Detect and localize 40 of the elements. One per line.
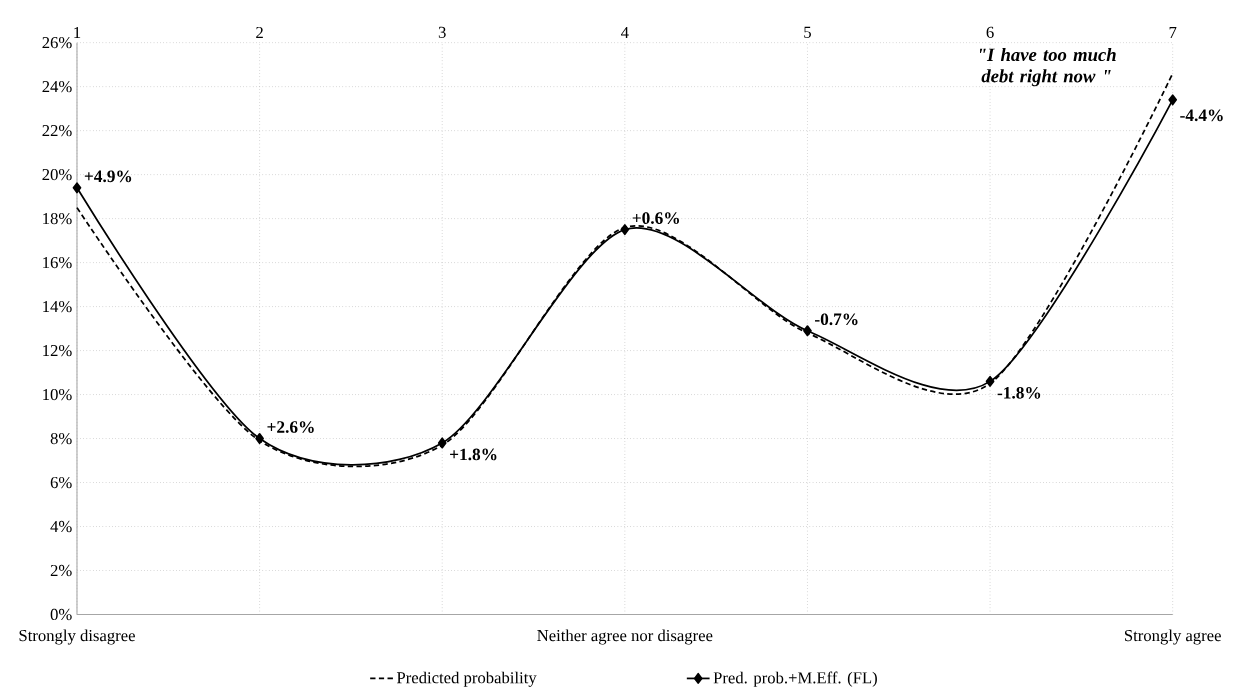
y-tick-label: 6% xyxy=(50,476,72,489)
y-tick-label: 22% xyxy=(42,124,72,137)
x-tick-label: 2 xyxy=(256,26,263,38)
y-tick-label: 8% xyxy=(50,432,72,445)
point xyxy=(803,325,812,337)
annotation: +1.8% xyxy=(450,448,497,461)
x-tick-label: 1 xyxy=(74,26,81,38)
y-tick-label: 24% xyxy=(42,80,72,93)
point xyxy=(620,224,630,236)
y-tick-label: 12% xyxy=(43,344,72,357)
x-tick-label: 5 xyxy=(804,26,811,38)
y-tick-label: 20% xyxy=(42,168,72,181)
annotation: -4.4% xyxy=(1180,109,1223,122)
annotation: -1.8% xyxy=(997,386,1041,399)
annotation: +0.6% xyxy=(632,212,680,224)
text: Strongly disagree xyxy=(19,629,135,645)
text: "I have too much debt right now " xyxy=(980,47,1116,87)
point xyxy=(985,375,995,387)
point xyxy=(1168,94,1178,106)
text: Neither agree nor disagree xyxy=(537,629,713,645)
x-tick-label: 3 xyxy=(438,26,446,38)
y-tick-label: 26% xyxy=(42,36,72,49)
x-tick-label: 7 xyxy=(1169,26,1177,38)
y-tick-label: 4% xyxy=(50,520,72,533)
annotation: -0.7% xyxy=(815,313,858,326)
annotation: +2.6% xyxy=(267,421,314,433)
annotation: +4.9% xyxy=(84,170,132,183)
y-tick-label: 2% xyxy=(50,564,72,577)
y-tick-label: 14% xyxy=(43,300,72,313)
y-tick-label: 0% xyxy=(50,608,72,621)
x-tick-label: 6 xyxy=(986,26,994,38)
legend-label: Predicted probability xyxy=(396,671,537,687)
x-tick-label: 4 xyxy=(621,26,629,38)
point xyxy=(437,437,447,449)
y-tick-label: 18% xyxy=(43,212,72,225)
text: Strongly agree xyxy=(1124,629,1221,645)
legend-label: Pred. prob.+M.Eff. (FL) xyxy=(713,671,877,687)
y-tick-label: 10% xyxy=(43,388,72,401)
y-tick-label: 16% xyxy=(43,256,72,269)
point xyxy=(72,182,82,194)
